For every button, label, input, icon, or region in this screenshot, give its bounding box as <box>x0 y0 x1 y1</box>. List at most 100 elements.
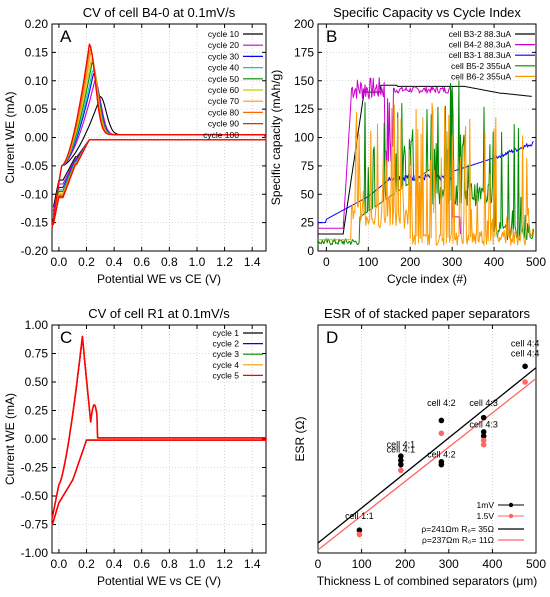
x-tick-label: 0.8 <box>161 255 178 269</box>
legend-label: cycle 70 <box>208 96 239 106</box>
x-tick-label: 100 <box>358 255 378 269</box>
y-tick-label: 0.20 <box>25 17 49 31</box>
x-tick-label: 1.4 <box>244 255 261 269</box>
x-tick-label: 0.4 <box>106 557 123 571</box>
x-tick-label: 100 <box>352 557 372 571</box>
legend-label: cycle 30 <box>208 51 239 61</box>
legend-marker <box>508 513 514 519</box>
x-tick-label: 1.4 <box>244 557 261 571</box>
y-tick-label: 75 <box>301 159 315 173</box>
x-axis-label: Potential WE vs CE (V) <box>97 272 221 286</box>
legend-label: cell B4-2 88.3uA <box>449 40 512 50</box>
panel-D: 0 100 200 300 400 500 ESR of of stacked paper … <box>293 306 546 588</box>
x-tick-label: 0.2 <box>78 557 95 571</box>
y-tick-label: 50 <box>301 187 315 201</box>
y-tick-label: 25 <box>301 216 315 230</box>
x-tick-label: 0.2 <box>78 255 95 269</box>
scatter-point <box>480 433 487 439</box>
y-tick-label: 0 <box>307 244 314 258</box>
legend-label: cycle 10 <box>208 29 239 39</box>
x-axis-label: Thickness L of combined separators (μm) <box>317 574 538 588</box>
fit-line <box>317 367 537 544</box>
scatter-point <box>356 527 363 533</box>
scatter-point <box>480 429 487 435</box>
annotation: cell 4:2 <box>427 450 456 460</box>
annotation: cell 4:3 <box>469 420 498 430</box>
x-tick-label: 0.4 <box>106 255 123 269</box>
scatter-point <box>398 457 404 464</box>
legend-label: cycle 100 <box>203 130 239 140</box>
y-tick-label: -0.05 <box>21 159 49 173</box>
panel-label: D <box>326 328 338 347</box>
series-line <box>318 84 532 235</box>
x-tick-label: 1.2 <box>216 557 233 571</box>
annotation: cell 4:2 <box>427 398 456 408</box>
legend-label: cycle 5 <box>213 370 240 380</box>
x-tick-label: 0.0 <box>51 557 68 571</box>
series-group <box>317 77 534 246</box>
y-tick-label: -0.50 <box>21 489 49 503</box>
y-tick-label: -1.00 <box>21 546 49 560</box>
x-tick-label: 500 <box>526 255 546 269</box>
fit-line <box>317 378 537 551</box>
y-tick-label: 0.15 <box>25 45 49 59</box>
legend-label: cell B3-1 88.3uA <box>449 50 512 60</box>
legend-label: 1mV <box>477 500 495 510</box>
x-tick-label: 0.6 <box>133 557 150 571</box>
x-tick-label: 0 <box>315 557 322 571</box>
x-tick-label: 0 <box>323 255 330 269</box>
y-tick-label: 100 <box>294 131 314 145</box>
x-tick-label: 1.2 <box>216 255 233 269</box>
annotation: cell 4:4 <box>511 348 540 358</box>
legend-label: cycle 1 <box>213 328 240 338</box>
y-tick-label: 0.50 <box>25 375 49 389</box>
chart-title: ESR of of stacked paper separators <box>324 306 530 321</box>
y-tick-label: 0.10 <box>25 74 49 88</box>
panel-B: 0 100 200 300 400 500 0 25 50 75 100 125 150 175 200 Sp… <box>269 5 546 286</box>
x-tick-label: 200 <box>400 255 420 269</box>
y-tick-label: 0.00 <box>25 432 49 446</box>
legend-label: cycle 90 <box>208 119 239 129</box>
scatter-point <box>398 461 404 468</box>
annotation: cell 1:1 <box>345 511 374 521</box>
annotation: cell 4:1 <box>387 440 416 450</box>
x-axis-label: Cycle index (#) <box>387 272 467 286</box>
x-tick-label: 400 <box>482 557 502 571</box>
series-line <box>51 335 267 526</box>
x-tick-label: 0.8 <box>161 557 178 571</box>
y-tick-label: -0.20 <box>21 244 49 258</box>
y-axis-label: Specific capacity (mAh/g) <box>269 70 283 205</box>
grid <box>52 324 266 554</box>
legend-label: cycle 3 <box>213 349 240 359</box>
y-tick-label: 0.05 <box>25 102 49 116</box>
scatter-point <box>398 453 404 459</box>
scatter-point <box>438 417 445 424</box>
scatter-series <box>356 363 528 533</box>
legend-label: cycle 50 <box>208 74 239 84</box>
x-tick-label: 200 <box>395 557 415 571</box>
y-tick-label: 0.25 <box>25 404 49 418</box>
scatter-point <box>438 459 445 465</box>
y-axis-label: ESR (Ω) <box>293 417 307 462</box>
x-axis-label: Potential WE vs CE (V) <box>97 574 221 588</box>
chart-title: CV of cell R1 at 0.1mV/s <box>88 306 230 321</box>
panel-label: C <box>60 328 72 347</box>
y-tick-label: 1.00 <box>25 318 49 332</box>
series-group <box>51 335 267 526</box>
annotation: cell 4:4 <box>511 338 540 348</box>
series-line <box>318 77 461 235</box>
legend-label: cycle 4 <box>213 360 240 370</box>
panel-label: A <box>60 27 72 46</box>
y-tick-label: 200 <box>294 17 314 31</box>
legend-label: 1.5V <box>477 511 495 521</box>
legend-label: ρ=241Ωm R₀= 35Ω <box>421 524 494 534</box>
panel-C: 0.0 0.2 0.4 0.6 0.8 1.0 1.2 1.4 -1.00 -0.75 -0.50 -… <box>3 306 267 588</box>
scatter-point <box>398 467 404 474</box>
y-tick-label: 175 <box>294 45 314 59</box>
scatter-point <box>480 437 487 444</box>
y-tick-label: 125 <box>294 102 314 116</box>
chart-title: CV of cell B4-0 at 0.1mV/s <box>83 5 236 20</box>
panel-label: B <box>326 27 337 46</box>
annotation: cell 4:1 <box>387 445 416 455</box>
